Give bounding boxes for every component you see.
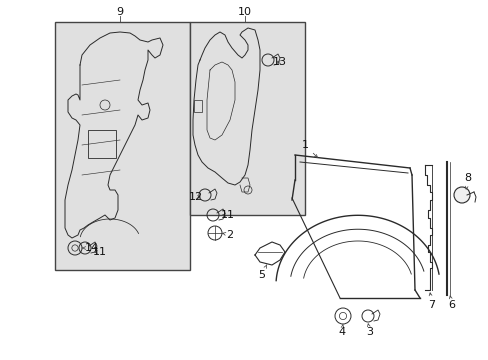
Text: 6: 6 (447, 296, 454, 310)
Text: 7: 7 (427, 293, 435, 310)
Text: 2: 2 (223, 230, 233, 240)
Bar (88, 130, 116, 158)
Text: 9: 9 (116, 7, 123, 17)
Text: 4: 4 (338, 324, 345, 337)
Text: 3: 3 (366, 324, 373, 337)
Bar (55, 22, 190, 270)
Text: 11: 11 (221, 210, 235, 220)
Text: 12: 12 (188, 192, 203, 202)
Text: 13: 13 (272, 57, 286, 67)
Text: 1: 1 (301, 140, 317, 157)
Bar (190, 22, 305, 215)
Circle shape (453, 187, 469, 203)
Text: 8: 8 (464, 173, 470, 189)
Text: 10: 10 (238, 7, 251, 17)
Text: 5: 5 (258, 265, 266, 280)
Text: 11: 11 (93, 247, 107, 257)
Bar (194, 100, 202, 112)
Text: 14: 14 (82, 243, 99, 253)
